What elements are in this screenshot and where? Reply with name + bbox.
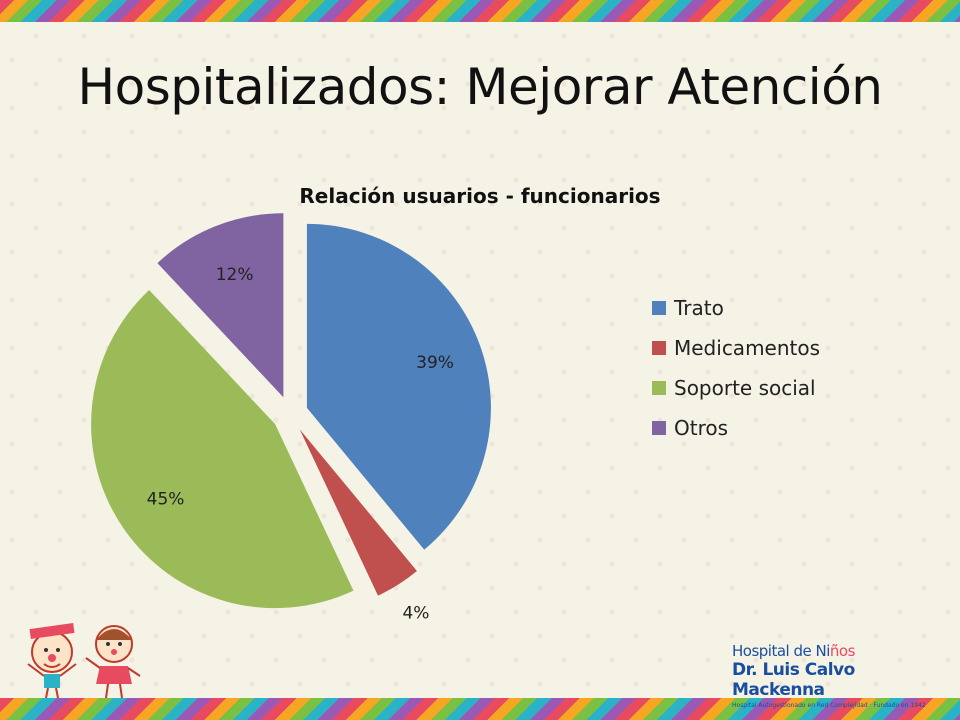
legend-item-otros: Otros [652,408,820,448]
bottom-decorative-stripe [0,698,960,720]
pie-label-medicamentos: 4% [402,604,429,624]
legend-label-trato: Trato [674,296,724,320]
pie-slices [91,213,491,609]
logo-line-1-suffix: ños [829,642,856,660]
logo-line-2: Dr. Luis Calvo Mackenna [732,660,855,700]
hospital-logo: Hospital de Niños Dr. Luis Calvo Mackenn… [732,642,948,709]
pie-slice-otros [157,213,284,398]
logo-line-3: Hospital Autogestionado en Red Complejid… [732,702,926,709]
legend-label-medicamentos: Medicamentos [674,336,821,360]
pie-data-labels: 39% 4% 45% 12% [147,265,454,623]
logo-line-1: Hospital de Niños [732,642,948,660]
legend-item-soporte-social: Soporte social [652,368,820,408]
pie-label-soporte-social: 45% [147,490,185,510]
legend-swatch-trato [652,301,666,315]
pie-label-trato: 39% [416,353,454,373]
chart-legend: Trato Medicamentos Soporte social Otros [652,288,820,448]
legend-item-medicamentos: Medicamentos [652,328,820,368]
chart-title: Relación usuarios - funcionarios [299,184,661,208]
pie-slice-medicamentos [299,429,417,596]
top-decorative-stripe [0,0,960,22]
pie-label-otros: 12% [216,265,254,285]
logo-line-1-prefix: Hospital de Ni [732,642,830,660]
legend-item-trato: Trato [652,288,820,328]
kids-illustration [27,622,141,698]
pie-slice-soporte-social [91,289,354,609]
slide-title: Hospitalizados: Mejorar Atención [77,58,883,116]
legend-swatch-medicamentos [652,341,666,355]
legend-swatch-otros [652,421,666,435]
pie-slice-trato [306,223,491,550]
legend-label-soporte-social: Soporte social [674,376,816,400]
legend-label-otros: Otros [674,416,729,440]
legend-swatch-soporte-social [652,381,666,395]
